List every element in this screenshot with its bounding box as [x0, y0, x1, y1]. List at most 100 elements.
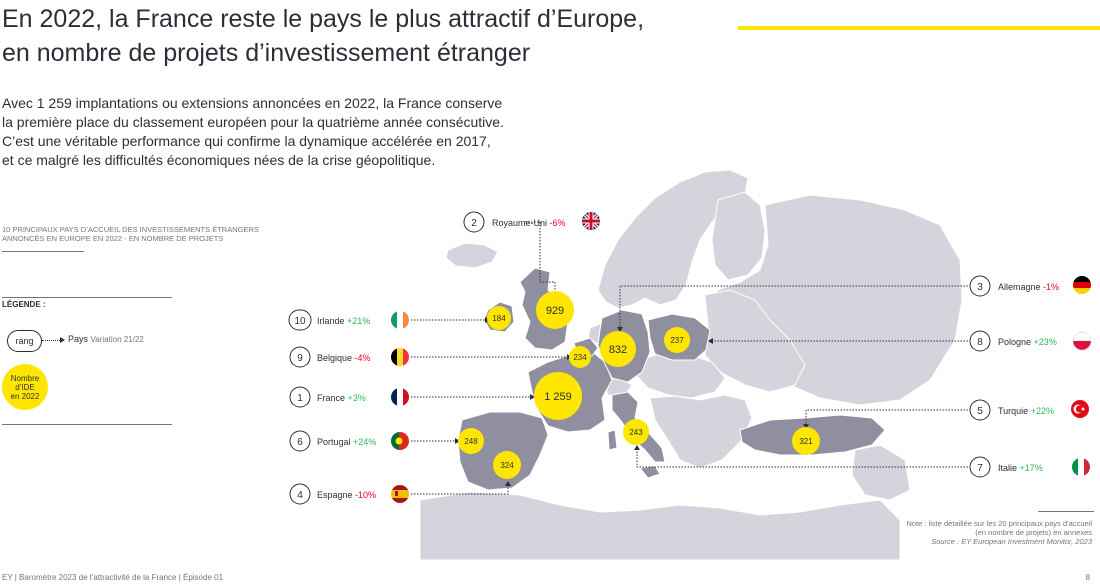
portugal-flag	[391, 432, 409, 450]
label-uk: 2 Royaume-Uni -6%	[463, 211, 600, 233]
ireland-flag	[391, 311, 409, 329]
page-number: 8	[1085, 573, 1090, 582]
svg-text:Belgique -4%: Belgique -4%	[317, 353, 371, 363]
page-title: En 2022, la France reste le pays le plus…	[2, 2, 762, 70]
name-spain: Espagne	[317, 490, 353, 500]
leader-lines	[411, 221, 968, 495]
rank-poland: 8	[977, 337, 983, 348]
belgium-flag	[391, 348, 409, 366]
note-line: Note : liste détaillée sur les 20 princi…	[906, 519, 1092, 528]
label-germany: 3 Allemagne -1%	[969, 275, 1091, 297]
bubble-portugal: 248	[458, 428, 484, 454]
spain-flag	[391, 485, 409, 503]
germany-flag	[1073, 276, 1091, 294]
legend-projects-circle: Nombre d’IDE en 2022	[2, 364, 48, 410]
variation-poland: +23%	[1034, 337, 1057, 347]
bubble-portugal-value: 248	[464, 437, 478, 446]
italy-flag	[1072, 458, 1090, 476]
arrowhead-portugal	[455, 438, 460, 444]
bubble-italy: 243	[623, 419, 649, 445]
label-portugal: 6 Portugal +24%	[289, 430, 409, 452]
map-balkans	[649, 394, 753, 469]
svg-text:Pologne +23%: Pologne +23%	[998, 337, 1057, 347]
bubble-spain-value: 324	[500, 461, 514, 470]
arrowhead-spain	[505, 481, 511, 486]
legend-arrow	[42, 340, 62, 341]
intro-line: la première place du classement européen…	[2, 114, 504, 130]
rank-france: 1	[297, 393, 303, 404]
legend-circle-line: d’IDE	[15, 382, 35, 392]
country-labels-right: 3 Allemagne -1% 8 Pologne +23% 5 Turquie…	[969, 275, 1092, 478]
legend-circle-line: Nombre	[10, 373, 40, 383]
variation-spain: -10%	[355, 490, 376, 500]
svg-text:Irlande +21%: Irlande +21%	[317, 316, 370, 326]
map-middle-east	[851, 444, 911, 501]
bubble-germany-value: 832	[609, 344, 627, 356]
rank-turkey: 5	[977, 406, 983, 417]
legend-variation-label: Variation 21/22	[90, 335, 144, 344]
map-north-africa	[419, 491, 901, 561]
svg-text:Turquie +22%: Turquie +22%	[998, 406, 1054, 416]
arrowhead-germany	[617, 327, 623, 332]
svg-text:Espagne -10%: Espagne -10%	[317, 490, 376, 500]
bubble-ireland: 184	[487, 306, 511, 330]
variation-ireland: +21%	[347, 316, 370, 326]
intro-paragraph: Avec 1 259 implantations ou extensions a…	[2, 94, 582, 170]
leader-italy	[636, 450, 968, 468]
variation-france: +3%	[348, 393, 366, 403]
note-line: (en nombre de projets) en annexes	[975, 528, 1092, 537]
variation-portugal: +24%	[353, 437, 376, 447]
leader-germany	[619, 285, 968, 327]
variation-germany: -1%	[1043, 282, 1059, 292]
bubble-ireland-value: 184	[492, 314, 506, 323]
map-finland	[711, 191, 766, 281]
rank-italy: 7	[977, 463, 983, 474]
name-poland: Pologne	[998, 337, 1031, 347]
label-poland: 8 Pologne +23%	[969, 330, 1092, 352]
bubble-spain: 324	[493, 451, 521, 479]
arrowhead-turkey	[803, 424, 809, 429]
legend-rank-pill: rang	[7, 330, 42, 352]
variation-belgium: -4%	[355, 353, 371, 363]
bubble-uk-value: 929	[546, 305, 564, 317]
footer-text: EY | Baromètre 2023 de l’attractivité de…	[2, 573, 224, 582]
name-turkey: Turquie	[998, 406, 1028, 416]
note-divider	[1038, 511, 1094, 512]
source-line: Source : EY European Investment Monitor,…	[931, 537, 1092, 546]
label-ireland: 10 Irlande +21%	[288, 309, 409, 331]
rank-portugal: 6	[297, 437, 303, 448]
name-uk: Royaume-Uni	[492, 218, 547, 228]
arrowhead-poland	[708, 338, 713, 344]
variation-uk: -6%	[550, 218, 566, 228]
rank-belgium: 9	[297, 353, 303, 364]
note-block: Note : liste détaillée sur les 20 princi…	[792, 519, 1092, 546]
chart-heading-line: 10 principaux pays d’accueil des investi…	[2, 225, 259, 234]
map-sicily	[639, 465, 661, 479]
leader-turkey	[805, 409, 968, 424]
legend-title: LÉGENDE :	[2, 300, 46, 309]
project-bubbles: 929 184 832 237 234 1 259 243 248	[458, 291, 820, 479]
rank-spain: 4	[297, 490, 303, 501]
svg-text:Royaume-Uni -6%: Royaume-Uni -6%	[492, 218, 566, 228]
name-ireland: Irlande	[317, 316, 345, 326]
map-iberia	[457, 411, 549, 491]
label-spain: 4 Espagne -10%	[289, 483, 409, 505]
bubble-poland-value: 237	[670, 336, 684, 345]
bubble-poland: 237	[664, 327, 690, 353]
legend-country-label: Pays	[68, 334, 89, 344]
name-italy: Italie	[998, 463, 1017, 473]
name-belgium: Belgique	[317, 353, 352, 363]
map-background-countries	[419, 169, 963, 561]
intro-line: Avec 1 259 implantations ou extensions a…	[2, 95, 503, 111]
arrowhead-france	[530, 394, 535, 400]
title-line-1: En 2022, la France reste le pays le plus…	[2, 5, 645, 33]
legend-circle-line: en 2022	[10, 391, 40, 401]
intro-line: C’est une véritable performance qui conf…	[2, 133, 491, 149]
svg-text:Allemagne -1%: Allemagne -1%	[998, 282, 1059, 292]
svg-text:France +3%: France +3%	[317, 393, 366, 403]
name-germany: Allemagne	[998, 282, 1041, 292]
uk-flag	[582, 212, 600, 230]
map-sardinia	[607, 429, 618, 451]
rank-uk: 2	[471, 218, 477, 229]
